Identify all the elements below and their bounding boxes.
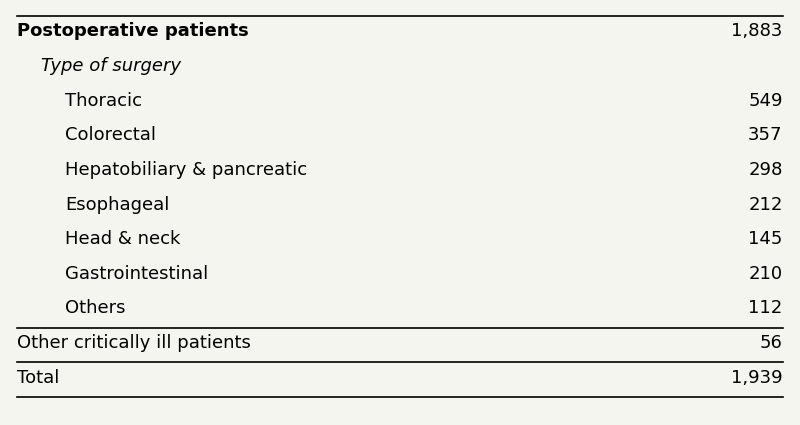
- Text: Postoperative patients: Postoperative patients: [18, 23, 249, 40]
- Text: Colorectal: Colorectal: [65, 126, 156, 144]
- Text: 212: 212: [748, 196, 782, 214]
- Text: 56: 56: [760, 334, 782, 352]
- Text: 298: 298: [748, 161, 782, 179]
- Text: Other critically ill patients: Other critically ill patients: [18, 334, 251, 352]
- Text: 1,883: 1,883: [731, 23, 782, 40]
- Text: Esophageal: Esophageal: [65, 196, 170, 214]
- Text: 145: 145: [748, 230, 782, 248]
- Text: Type of surgery: Type of surgery: [42, 57, 182, 75]
- Text: Total: Total: [18, 369, 60, 387]
- Text: Gastrointestinal: Gastrointestinal: [65, 265, 209, 283]
- Text: 1,939: 1,939: [731, 369, 782, 387]
- Text: Head & neck: Head & neck: [65, 230, 181, 248]
- Text: Thoracic: Thoracic: [65, 92, 142, 110]
- Text: 210: 210: [749, 265, 782, 283]
- Text: 112: 112: [749, 300, 782, 317]
- Text: Others: Others: [65, 300, 126, 317]
- Text: 549: 549: [748, 92, 782, 110]
- Text: Hepatobiliary & pancreatic: Hepatobiliary & pancreatic: [65, 161, 307, 179]
- Text: 357: 357: [748, 126, 782, 144]
